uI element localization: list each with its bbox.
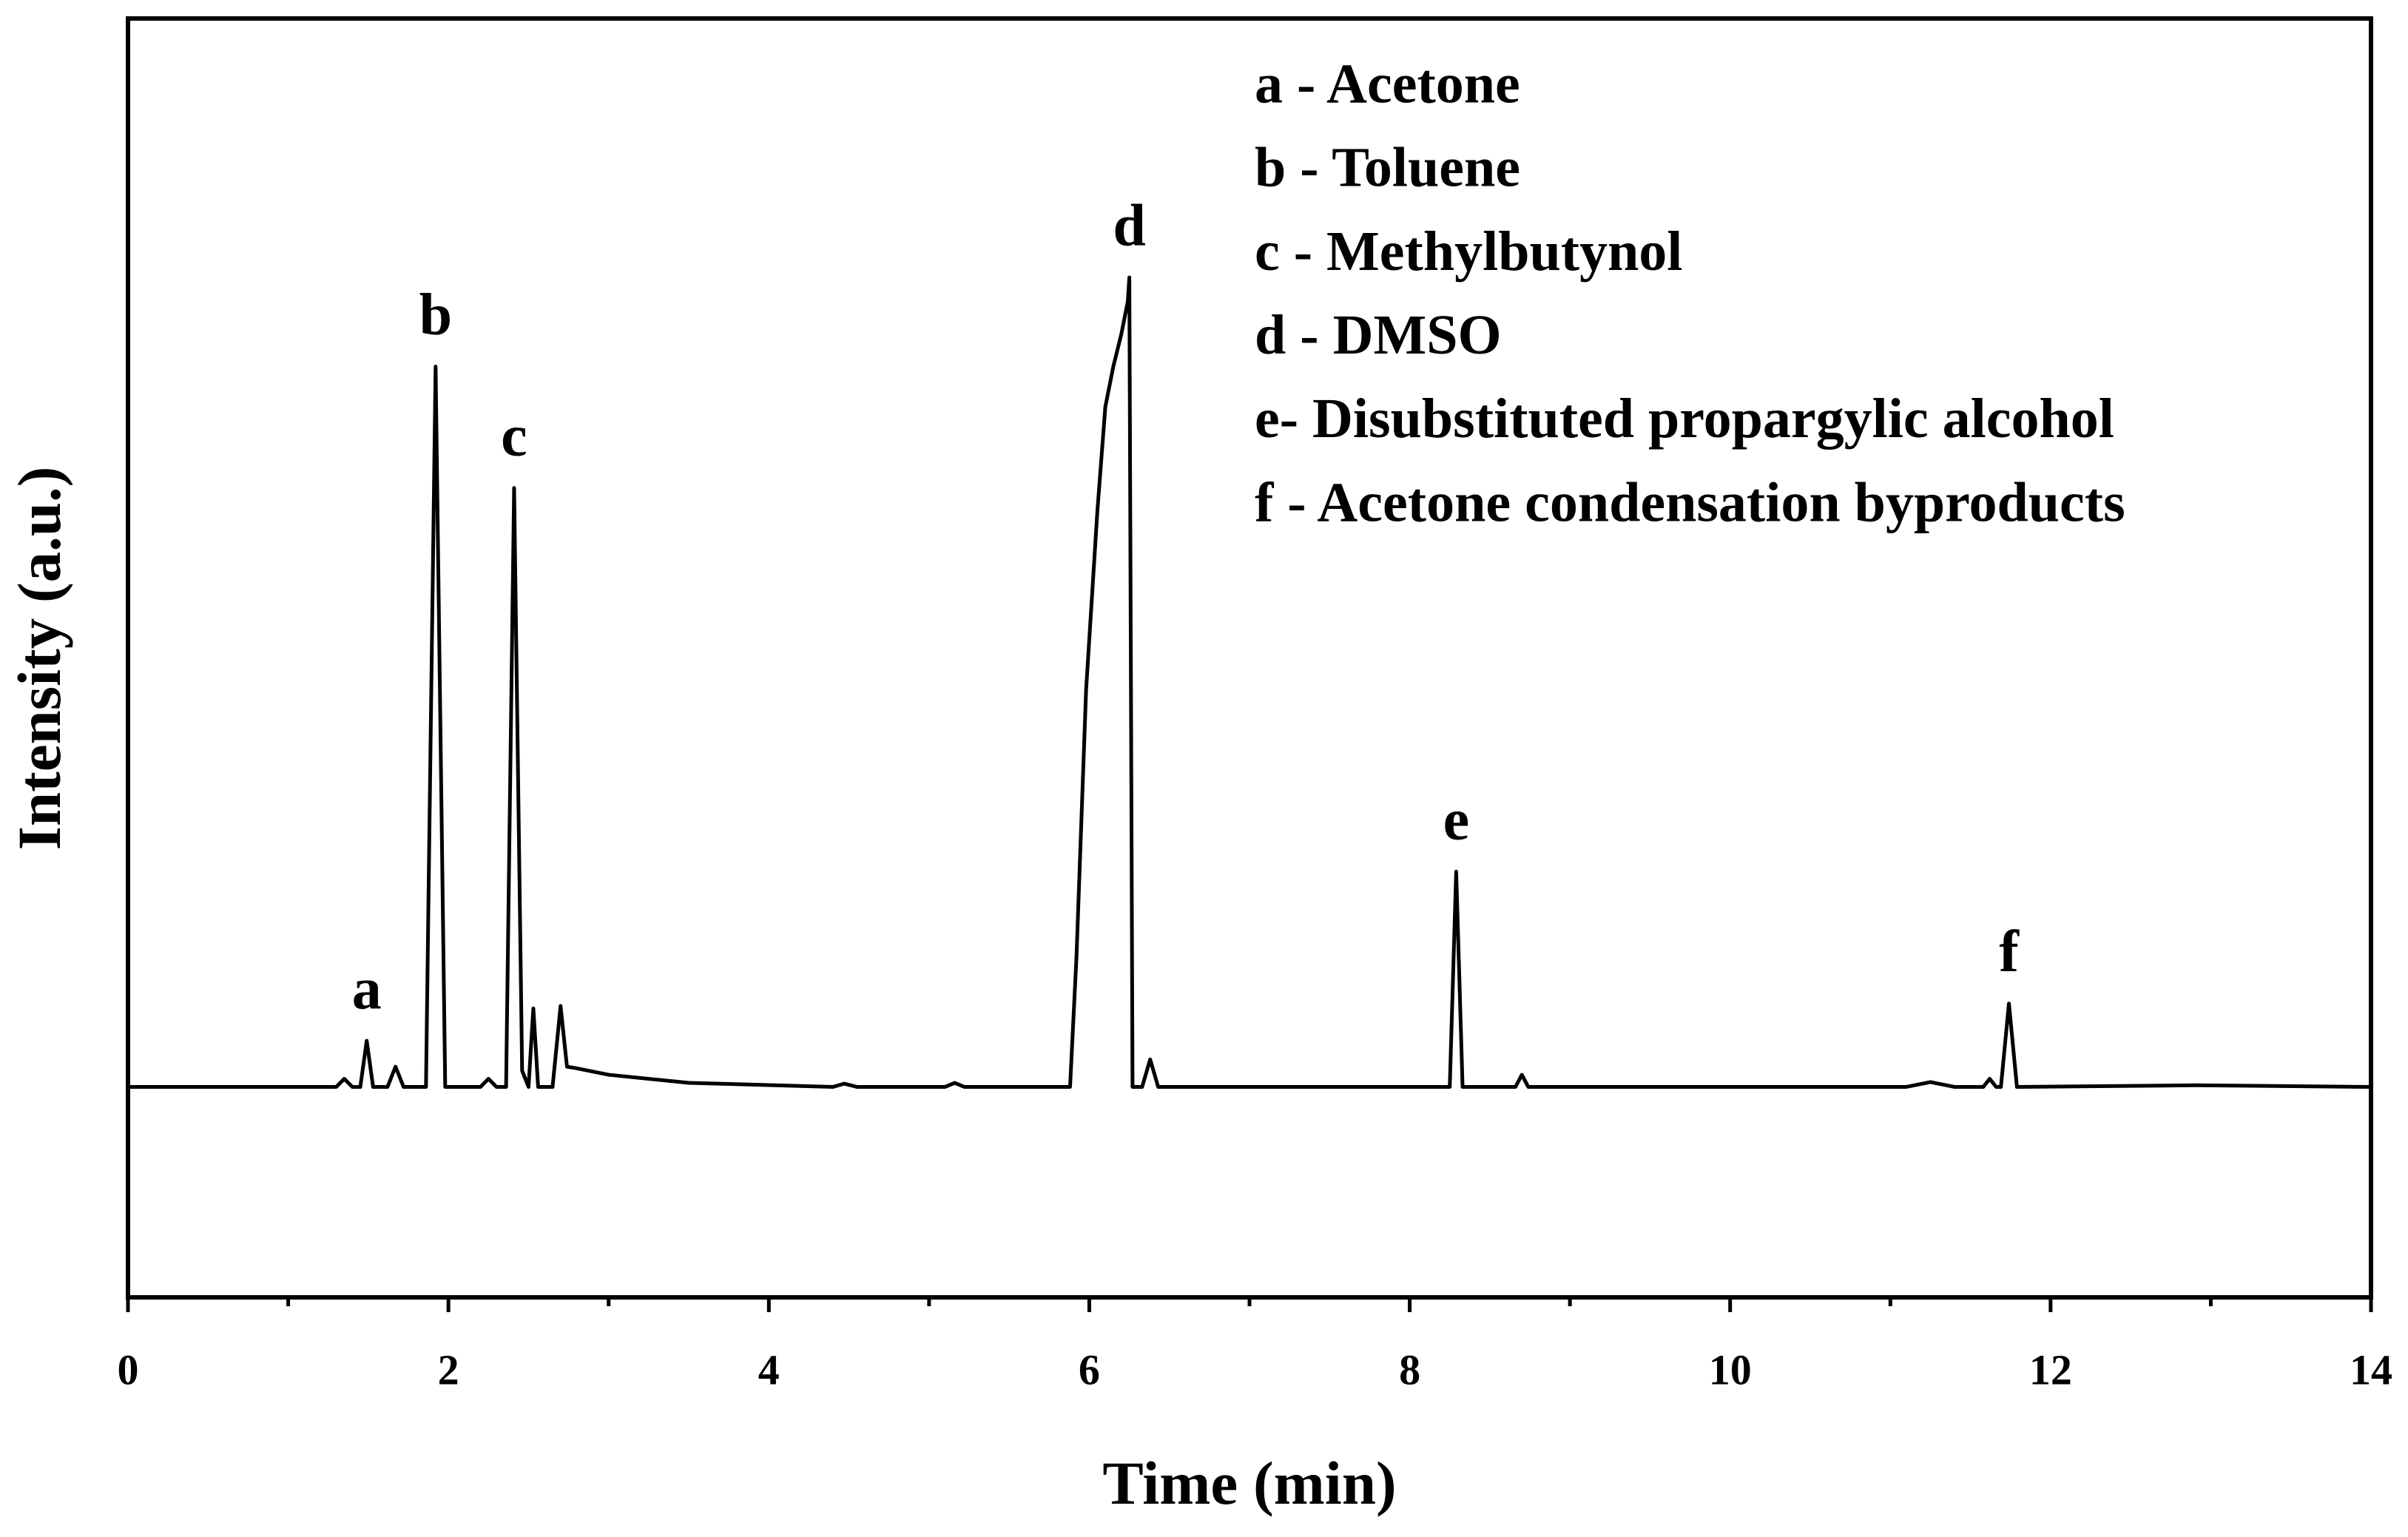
legend-entry: c - Methylbutynol [1255,220,1682,283]
legend-entry: b - Toluene [1255,137,1520,199]
peak-label: f [1999,919,2020,984]
x-tick-label: 14 [2350,1345,2392,1394]
legend-entry: d - DMSO [1255,304,1502,366]
legend-entry: e- Disubstituted propargylic alcohol [1255,388,2114,450]
peak-label: c [501,404,527,469]
peak-label: b [419,283,453,348]
x-tick-label: 10 [1709,1345,1752,1394]
legend-entry: a - Acetone [1255,53,1520,115]
peak-label: a [352,956,382,1021]
peak-label: d [1113,194,1146,259]
legend-entry: f - Acetone condensation byproducts [1255,471,2125,533]
x-tick-label: 12 [2029,1345,2072,1394]
x-tick-label: 8 [1399,1345,1420,1394]
peak-label: e [1443,788,1470,853]
plot-frame [126,16,2373,1300]
y-axis-title: Intensity (a.u.) [5,467,73,851]
x-tick-label: 2 [438,1345,459,1394]
x-tick-label: 4 [758,1345,780,1394]
x-axis-title: Time (min) [1102,1449,1396,1517]
x-tick-label: 6 [1079,1345,1100,1394]
x-tick-label: 0 [118,1345,139,1394]
chromatogram-line [128,275,2372,1089]
